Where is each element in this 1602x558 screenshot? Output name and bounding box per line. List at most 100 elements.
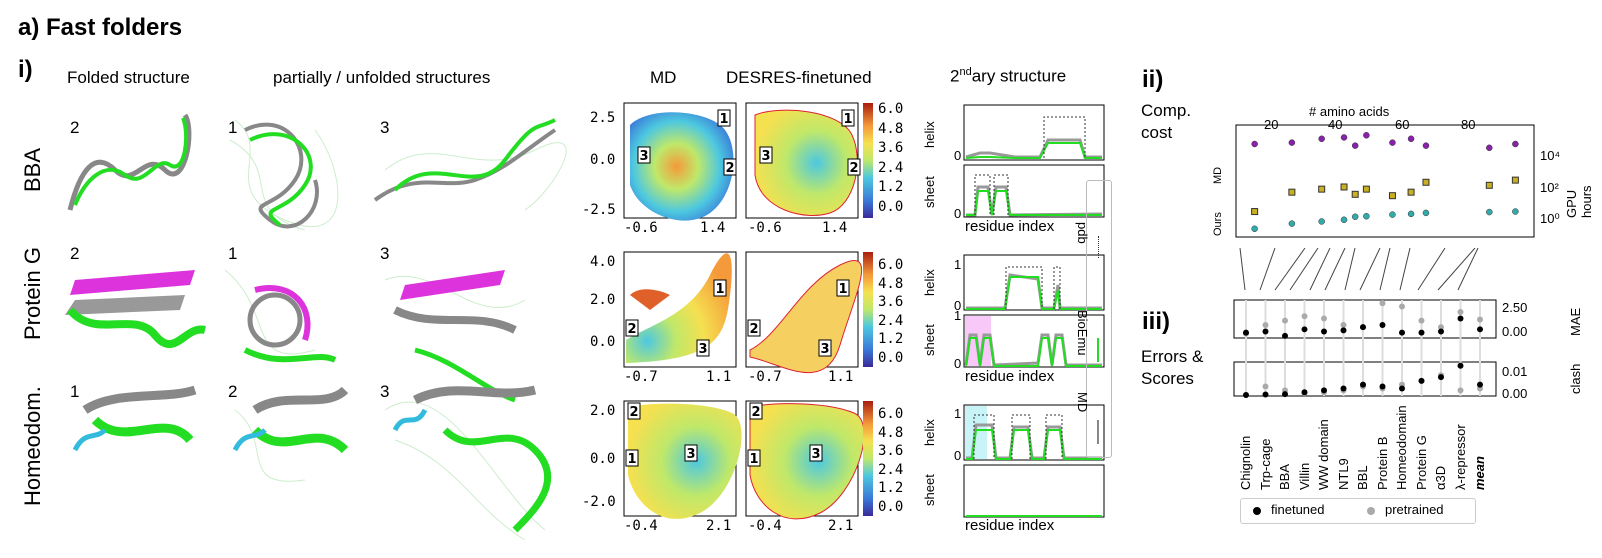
homeodom-partial-structure-2 xyxy=(232,386,349,454)
fes-bba-md xyxy=(630,112,734,221)
proteing-partial-state-a: 1 xyxy=(228,244,238,263)
cost-point-md xyxy=(1486,144,1493,152)
ss-legend-md: MD xyxy=(1075,392,1090,413)
bba-partial-structure-3 xyxy=(373,118,557,202)
mae-point-finetuned xyxy=(1282,332,1288,339)
mae-point-pretrained xyxy=(1262,321,1269,328)
fes-bba-xtick-right-md: 1.4 xyxy=(700,220,726,236)
ss-ytick-0-hd-helix: 0 xyxy=(954,448,962,463)
mae-point-pretrained xyxy=(1379,300,1386,307)
svg-text:2: 2 xyxy=(725,161,734,176)
ss-ytick-0-bba-sheet: 0 xyxy=(954,206,962,221)
category-label: Homeodomain xyxy=(1394,405,1409,490)
mae-point-finetuned xyxy=(1243,329,1249,336)
cost-row-md: MD xyxy=(1212,166,1224,184)
ss-legend-bioemu-line xyxy=(1097,338,1099,362)
mae-point-pretrained xyxy=(1399,303,1405,310)
cost-point-gpu xyxy=(1388,192,1396,200)
ss-xlabel-proteing: residue index xyxy=(965,368,1055,385)
errors-chart xyxy=(1233,299,1497,399)
proteing-partial-structure-1 xyxy=(243,285,337,363)
colorbar-homeodom xyxy=(863,401,873,516)
section-i-label: i) xyxy=(18,56,33,83)
clash-frame xyxy=(1233,361,1497,397)
ss-ytick-1-hd-helix: 1 xyxy=(954,406,962,421)
proteing-folded-state: 2 xyxy=(70,244,80,263)
cost-point-ours xyxy=(1422,209,1430,217)
ss-legend-md-line xyxy=(1097,420,1099,444)
fes-proteing-xtick-right-desres: 1.1 xyxy=(828,369,854,385)
clash-point-finetuned xyxy=(1438,374,1444,381)
svg-text:1: 1 xyxy=(749,452,758,467)
ss-legend-pdb-line xyxy=(1098,236,1099,258)
cost-point-gpu xyxy=(1511,176,1519,184)
panel-title: a) Fast folders xyxy=(18,14,183,41)
fes-proteing-xtick-right-md: 1.1 xyxy=(706,369,732,385)
svg-text:3: 3 xyxy=(820,342,829,357)
category-label: α3D xyxy=(1433,465,1448,490)
svg-text:1: 1 xyxy=(843,112,852,127)
comp-cost-label: Comp. cost xyxy=(1141,101,1192,142)
cost-row-ours: Ours xyxy=(1212,212,1224,236)
colorbar-ticks-bba: 6.0 4.8 3.6 2.4 1.2 0.0 xyxy=(878,101,904,215)
homeodom-partial-structure-3 xyxy=(392,385,552,533)
header-desres: DESRES-finetuned xyxy=(726,68,872,87)
cost-point-ours xyxy=(1251,225,1258,233)
ss-helix-label-bba: helix xyxy=(922,121,937,148)
proteing-folded-structure xyxy=(65,270,206,348)
mae-point-finetuned xyxy=(1301,326,1308,333)
fes-homeodom-ytick-top: 2.0 xyxy=(590,403,616,419)
cost-ytick-1e0: 10⁰ xyxy=(1540,211,1560,226)
proteing-partial-state-b: 3 xyxy=(380,244,390,263)
colorbar-proteing xyxy=(863,252,873,367)
homeodom-partial-state-a: 2 xyxy=(228,382,238,401)
fes-bba-xtick-right-desres: 1.4 xyxy=(822,220,848,236)
svg-text:2: 2 xyxy=(751,405,760,420)
mae-point-finetuned xyxy=(1477,326,1483,333)
mae-point-finetuned xyxy=(1379,321,1386,328)
mae-point-finetuned xyxy=(1321,328,1327,335)
ss-xlabel-homeodom: residue index xyxy=(965,517,1055,534)
homeodom-folded-structure xyxy=(72,385,197,452)
fes-proteing-xtick-left-md: -0.7 xyxy=(624,369,658,385)
header-folded: Folded structure xyxy=(67,68,190,87)
fes-homeodom-xtick-right-desres: 2.1 xyxy=(828,518,854,534)
cost-point-gpu xyxy=(1318,185,1326,193)
mae-point-pretrained xyxy=(1477,316,1483,323)
category-label: Protein G xyxy=(1413,435,1429,490)
svg-text:3: 3 xyxy=(686,447,695,462)
mae-tick-top: 2.50 xyxy=(1502,300,1528,315)
mae-point-pretrained xyxy=(1282,317,1288,324)
cost-point-md xyxy=(1422,142,1430,149)
cost-ylabel: GPU hours xyxy=(1564,185,1594,218)
clash-point-finetuned xyxy=(1243,392,1249,399)
cost-point-ours xyxy=(1486,208,1493,216)
free-energy-surfaces: 3 1 2 3 1 2 1 2 3 1 2 3 2 1 3 2 1 3 xyxy=(623,102,873,520)
ss-ytick-1-pg-helix: 1 xyxy=(954,257,962,272)
category-label: λ-repressor xyxy=(1452,424,1468,490)
cost-point-md xyxy=(1288,139,1296,146)
cost-point-ours xyxy=(1363,213,1370,220)
mae-point-finetuned xyxy=(1360,324,1366,331)
cost-point-gpu xyxy=(1340,183,1348,191)
legend-pretrained-marker xyxy=(1367,507,1375,515)
row-label-homeodom: Homeodom. xyxy=(20,386,45,506)
bba-folded-state: 2 xyxy=(70,118,80,137)
mae-point-pretrained xyxy=(1438,324,1444,331)
svg-text:3: 3 xyxy=(761,149,770,164)
bba-partial-structure-1 xyxy=(244,122,319,229)
bba-partial-state-a: 1 xyxy=(228,118,238,137)
fes-homeodom-desres xyxy=(749,403,865,520)
category-label: Chignolin xyxy=(1238,435,1253,490)
clash-point-finetuned xyxy=(1379,383,1386,390)
header-md: MD xyxy=(650,68,677,87)
fes-proteing-ytick-bot: 0.0 xyxy=(590,334,616,350)
category-label: BBA xyxy=(1277,463,1292,490)
legend-finetuned: finetuned xyxy=(1271,502,1325,517)
mae-tick-bot: 0.00 xyxy=(1502,324,1528,339)
svg-text:1: 1 xyxy=(838,282,847,297)
cost-point-gpu xyxy=(1288,188,1296,196)
bba-partial-state-b: 3 xyxy=(380,118,390,137)
ss-ytick-0-pg-sheet: 0 xyxy=(954,356,962,371)
cost-point-md xyxy=(1363,132,1370,139)
